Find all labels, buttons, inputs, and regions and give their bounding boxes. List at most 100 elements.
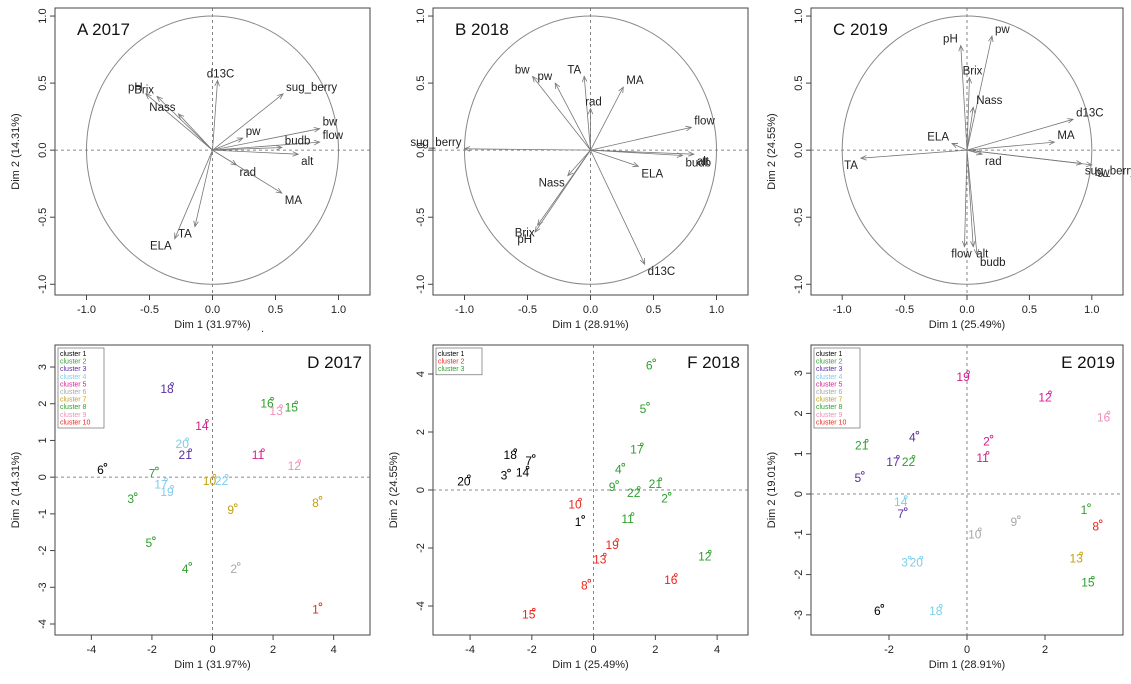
individual-point — [707, 549, 712, 554]
point-label: 21 — [649, 477, 663, 491]
individual-point — [966, 370, 970, 375]
variable-vector — [590, 126, 692, 151]
variable-label: pw — [995, 24, 1010, 36]
point-label: 17 — [154, 477, 168, 491]
x-tick-label: -4 — [465, 644, 475, 656]
point-label: 2 — [661, 492, 668, 506]
y-axis-title: Dim 2 (24.55%) — [388, 452, 400, 528]
point-label: 6 — [646, 358, 653, 372]
individual-point — [907, 555, 912, 560]
variable-arrowhead — [174, 232, 180, 240]
variable-label: MA — [626, 75, 644, 87]
variable-vector — [860, 149, 968, 159]
individual-point — [602, 552, 607, 557]
point-label: 20 — [457, 474, 471, 488]
x-tick-label: 0.5 — [268, 304, 283, 316]
variable-label: ELA — [641, 168, 663, 180]
individual-point — [133, 492, 138, 496]
point-label: 13 — [269, 404, 283, 418]
point-label: 15 — [285, 400, 299, 414]
variable-label: sug_berry — [286, 82, 337, 94]
variable-vector — [156, 96, 213, 151]
variable-vector — [966, 149, 1092, 166]
panel-title: D 2017 — [307, 353, 362, 372]
variable-arrowhead — [554, 82, 561, 90]
y-tick-label: 3 — [37, 364, 49, 370]
y-tick-label: 1 — [793, 451, 805, 457]
x-tick-label: 0 — [964, 644, 970, 656]
variable-vector — [966, 107, 974, 151]
variable-arrowhead — [688, 151, 695, 157]
x-tick-label: 0.0 — [959, 304, 974, 316]
point-label: 16 — [1097, 411, 1111, 425]
individual-point — [903, 495, 908, 499]
variable-label: budb — [285, 135, 311, 147]
point-label: 4 — [182, 562, 189, 576]
individual-point — [1016, 515, 1021, 520]
variable-label: d13C — [207, 68, 235, 80]
legend-entry: cluster 9 — [816, 412, 843, 419]
individual-point — [188, 562, 193, 566]
variable-arrowhead — [676, 152, 684, 158]
variable-label: pw — [246, 126, 261, 138]
individual-point — [911, 455, 916, 459]
y-tick-label: 0.5 — [793, 75, 805, 90]
point-label: 2 — [230, 562, 237, 576]
y-tick-label: -1.0 — [37, 275, 49, 294]
point-label: 13 — [1070, 551, 1084, 565]
individual-point — [652, 358, 656, 363]
individual-point — [212, 474, 217, 478]
y-tick-label: -0.5 — [37, 208, 49, 227]
legend-entry: cluster 8 — [60, 404, 87, 411]
x-axis-title: Dim 1 (28.91%) — [552, 319, 628, 331]
point-label: 18 — [929, 604, 943, 618]
individual-point — [615, 480, 619, 484]
individual-point — [188, 448, 193, 452]
individual-point — [170, 485, 174, 489]
variable-arrowhead — [1067, 118, 1075, 124]
individual-point — [531, 607, 536, 612]
x-tick-label: -2 — [147, 644, 157, 656]
variable-vector — [212, 149, 283, 194]
legend-entry: cluster 3 — [816, 366, 843, 373]
point-label: 20 — [910, 556, 924, 570]
individual-point — [513, 448, 518, 453]
individual-point — [261, 448, 265, 452]
individual-point — [185, 437, 190, 441]
variable-vector — [534, 149, 591, 233]
legend-box — [57, 347, 105, 429]
point-label: 12 — [698, 550, 712, 564]
point-label: 13 — [593, 553, 607, 567]
variable-label: MA — [1057, 130, 1075, 142]
individual-point — [581, 515, 585, 519]
individual-point — [630, 512, 635, 516]
point-label: 5 — [640, 402, 647, 416]
point-label: 7 — [897, 507, 904, 521]
variable-label: alt — [301, 156, 314, 168]
point-label: 21 — [179, 448, 193, 462]
individual-point — [236, 562, 241, 566]
point-label: 5 — [854, 471, 861, 485]
individual-point — [919, 555, 924, 560]
y-axis-title: Dim 2 (24.55%) — [766, 113, 778, 189]
individual-point — [621, 462, 626, 467]
y-tick-label: 3 — [793, 370, 805, 376]
y-tick-label: 0.0 — [415, 143, 427, 158]
variable-vector — [194, 150, 213, 227]
point-label: 8 — [581, 579, 588, 593]
point-label: 8 — [1092, 519, 1099, 533]
variable-label: rad — [585, 97, 602, 109]
variable-label: Nass — [976, 95, 1002, 107]
correlation-circle — [464, 15, 717, 285]
variable-vector — [212, 141, 320, 151]
variable-arrowhead — [313, 139, 321, 146]
point-label: 19 — [160, 485, 174, 499]
legend-entry: cluster 4 — [60, 374, 87, 381]
individual-point — [938, 604, 943, 608]
variable-vector — [583, 76, 591, 151]
y-tick-label: 0.5 — [415, 75, 427, 90]
variable-arrowhead — [236, 137, 244, 143]
variable-arrowhead — [581, 75, 588, 83]
x-tick-label: 4 — [331, 644, 337, 656]
